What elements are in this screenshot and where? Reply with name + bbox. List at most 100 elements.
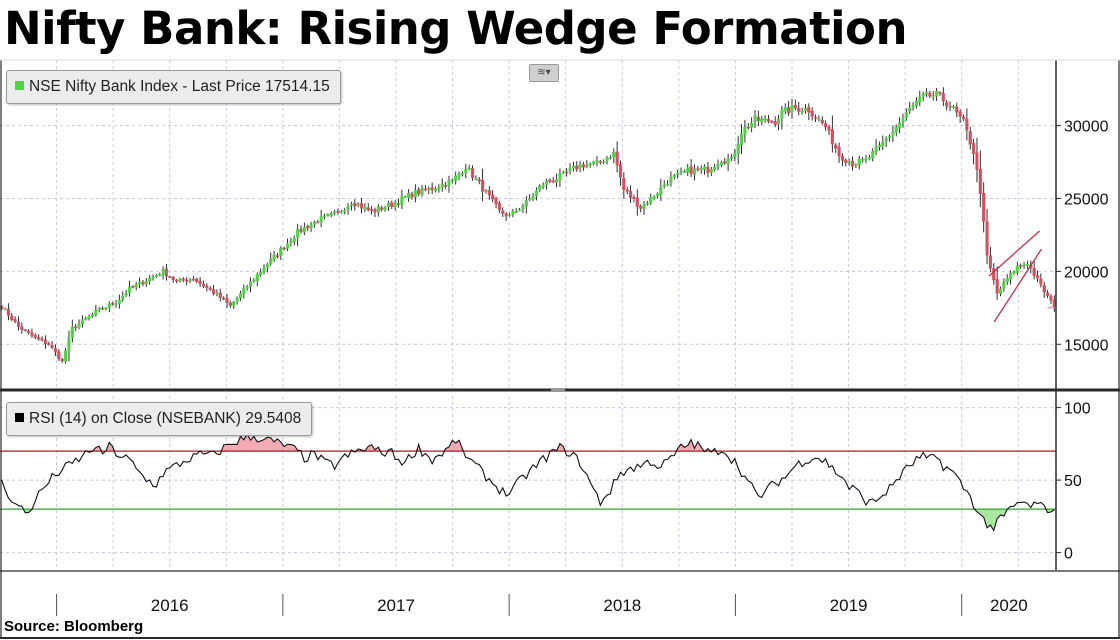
rsi-oversold-fill: [980, 509, 984, 518]
candle-down: [975, 152, 979, 170]
candle-up: [514, 211, 518, 213]
candle-down: [501, 210, 505, 214]
candle-up: [407, 192, 411, 198]
candle-up: [534, 190, 538, 197]
candle-up: [188, 279, 192, 282]
rsi-overbought-fill: [99, 446, 103, 452]
rsi-line: [1, 432, 1055, 532]
candle-up: [666, 183, 670, 186]
rsi-oversold-fill: [987, 509, 991, 528]
candle-down: [40, 338, 44, 341]
candle-down: [164, 268, 169, 277]
year-label: 2017: [377, 596, 415, 615]
candle-up: [329, 212, 333, 216]
price-y-tick-label: 20000: [1064, 264, 1109, 281]
candle-down: [689, 166, 693, 175]
rsi-overbought-fill: [240, 436, 244, 452]
candle-down: [696, 168, 700, 170]
candle-down: [444, 185, 448, 187]
candle-up: [161, 269, 165, 276]
candle-up: [403, 196, 407, 198]
candle-up: [713, 167, 717, 170]
candle-down: [995, 279, 999, 294]
candle-up: [296, 228, 300, 238]
candle-up: [743, 126, 747, 135]
candle-up: [887, 136, 892, 139]
candle-down: [396, 203, 401, 205]
candle-down: [211, 289, 216, 294]
candle-up: [605, 157, 609, 161]
candle-up: [864, 158, 868, 161]
candle-up: [669, 177, 673, 184]
rsi-overbought-fill: [257, 440, 261, 452]
rsi-legend[interactable]: RSI (14) on Close (NSEBANK) 29.5408: [6, 402, 313, 436]
candle-down: [793, 105, 797, 109]
candle-down: [174, 279, 179, 282]
candle-up: [64, 350, 68, 362]
candle-down: [33, 335, 37, 338]
candle-up: [733, 153, 737, 158]
candle-up: [80, 319, 84, 325]
candle-up: [450, 179, 454, 181]
rsi-overbought-fill: [220, 444, 224, 452]
candle-up: [558, 173, 562, 181]
candle-up: [524, 200, 528, 207]
candle-down: [181, 278, 185, 281]
candle-up: [918, 96, 922, 103]
candle-up: [447, 180, 451, 187]
candle-up: [309, 224, 313, 229]
candle-down: [487, 190, 491, 196]
candle-up: [383, 207, 387, 211]
candle-down: [20, 326, 24, 330]
candle-up: [3, 308, 7, 310]
rsi-y-tick-label: 100: [1064, 401, 1091, 418]
candle-up: [511, 210, 515, 215]
candle-up: [77, 323, 81, 328]
candle-up: [339, 211, 343, 213]
candle-up: [924, 91, 929, 95]
candle-down: [228, 302, 232, 306]
rsi-overbought-fill: [559, 443, 564, 452]
candle-up: [151, 276, 155, 279]
candle-down: [955, 106, 959, 113]
candle-down: [37, 337, 41, 340]
rsi-overbought-fill: [260, 439, 264, 452]
candle-down: [225, 297, 229, 303]
candle-up: [555, 179, 559, 183]
rsi-y-tick-label: 0: [1064, 546, 1073, 563]
candle-up: [67, 337, 71, 352]
candle-down: [988, 255, 992, 269]
candle-down: [770, 121, 774, 123]
candle-up: [1015, 265, 1019, 273]
candle-down: [928, 92, 932, 97]
rsi-oversold-fill: [993, 509, 998, 531]
candle-down: [282, 247, 286, 250]
candle-down: [837, 147, 841, 157]
candle-down: [824, 123, 828, 128]
year-label: 2018: [603, 596, 641, 615]
candle-up: [655, 193, 660, 197]
candle-down: [938, 92, 942, 94]
candle-up: [343, 210, 347, 212]
candle-up: [931, 95, 935, 97]
candle-down: [982, 192, 986, 222]
candle-down: [423, 188, 427, 191]
candle-down: [185, 279, 189, 282]
chart-type-icon[interactable]: ≋▾: [529, 64, 559, 82]
candle-down: [629, 190, 633, 198]
candle-down: [992, 268, 996, 281]
candle-down: [491, 194, 495, 200]
candle-up: [386, 202, 390, 208]
candle-up: [507, 214, 512, 216]
candle-up: [242, 288, 246, 295]
candle-up: [454, 175, 458, 181]
candle-up: [346, 205, 350, 210]
candle-up: [90, 313, 95, 317]
candle-up: [719, 161, 723, 165]
candle-up: [776, 118, 781, 124]
candle-down: [850, 160, 855, 167]
price-legend[interactable]: NSE Nifty Bank Index - Last Price 17514.…: [6, 70, 341, 104]
candle-up: [289, 241, 293, 243]
rsi-overbought-fill: [233, 444, 238, 452]
candle-down: [622, 178, 626, 190]
